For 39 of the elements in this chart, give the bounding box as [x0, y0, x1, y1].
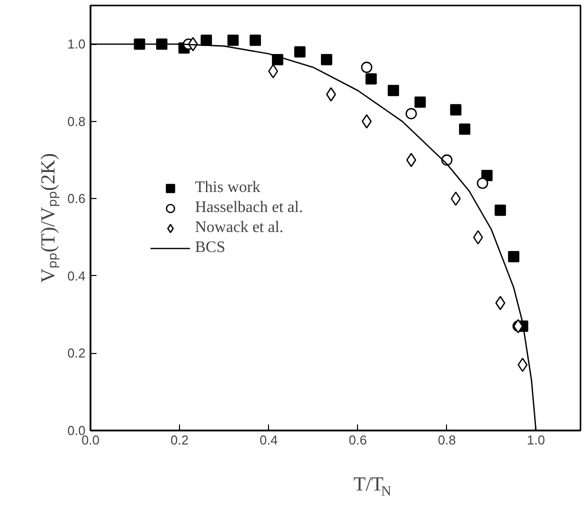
x-tick-label: 0.6 — [348, 432, 367, 448]
x-tick-label: 0.4 — [260, 432, 278, 448]
point — [459, 123, 470, 135]
point — [414, 96, 426, 108]
point — [406, 152, 416, 168]
point — [156, 38, 168, 50]
y-tick-label: 1.0 — [67, 36, 86, 52]
legend-label: This work — [195, 178, 260, 196]
point — [508, 250, 520, 262]
y-tick-label: 0.8 — [67, 114, 86, 129]
point — [326, 87, 336, 102]
x-tick-label: 0.8 — [438, 432, 456, 448]
x-tick-label: 0.2 — [170, 432, 189, 448]
legend-label: Hasselbach et al. — [195, 198, 303, 216]
y-tick-label: 0.2 — [67, 346, 86, 361]
point — [320, 54, 332, 66]
point — [227, 34, 239, 46]
point — [388, 84, 400, 96]
point — [362, 114, 372, 129]
legend-label: BCS — [195, 238, 226, 256]
y-tick-label: 0.6 — [67, 191, 86, 206]
point — [518, 358, 528, 372]
point — [473, 230, 484, 244]
point — [406, 108, 417, 120]
point — [450, 104, 462, 116]
y-tick-label: 0.4 — [67, 268, 86, 284]
point — [365, 73, 377, 85]
point — [494, 204, 506, 216]
point — [294, 46, 306, 58]
point — [200, 34, 212, 46]
point — [495, 296, 506, 310]
y-axis-title: Vₚₚ(T)/Vₚₚ(2K) — [37, 153, 60, 283]
point — [361, 62, 372, 73]
point — [250, 34, 261, 46]
point — [268, 64, 278, 78]
point — [476, 178, 488, 189]
legend-label: Nowack et al. — [195, 218, 284, 236]
x-tick-label: 1.0 — [526, 432, 545, 448]
point — [450, 192, 461, 206]
